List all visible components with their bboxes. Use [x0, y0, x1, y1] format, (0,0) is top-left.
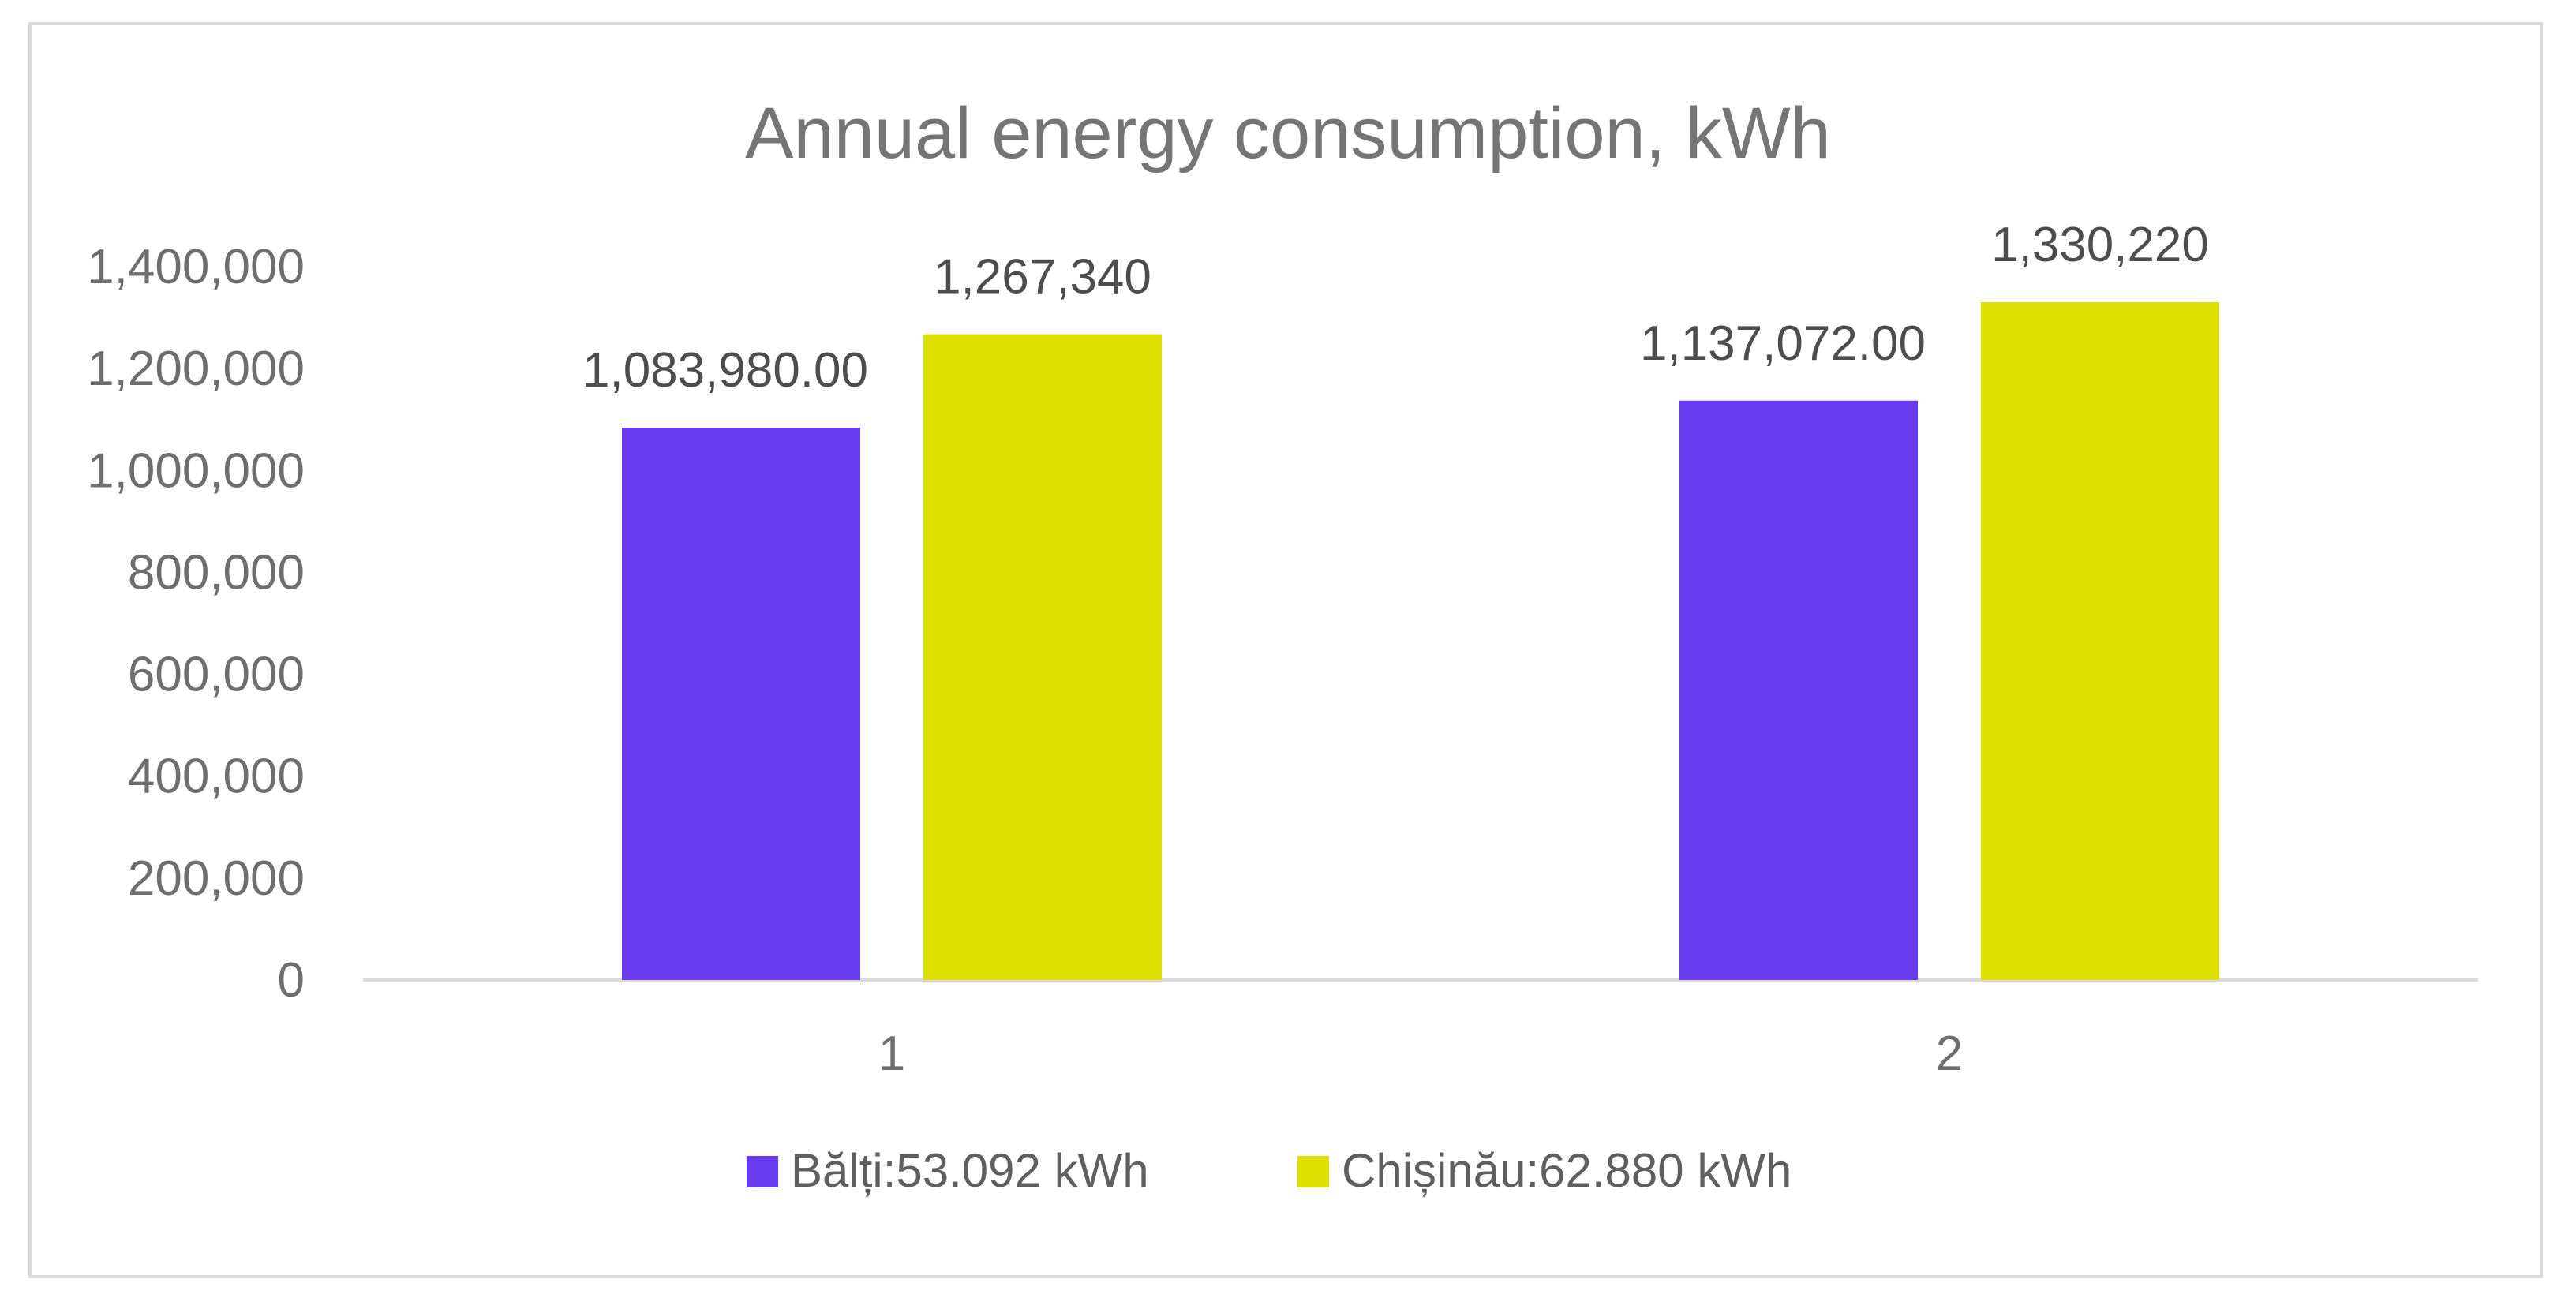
data-label: 1,267,340 — [934, 250, 1151, 305]
y-tick-label: 1,000,000 — [87, 443, 305, 498]
data-label: 1,330,220 — [1991, 218, 2209, 272]
x-tick-label: 2 — [1936, 1027, 1963, 1081]
data-labels: 1,083,980.00 1,267,340 1,137,072.00 1,330,2… — [582, 218, 2209, 398]
chart-title: Annual energy consumption, kWh — [745, 93, 1831, 174]
legend-swatch — [747, 1156, 778, 1187]
y-tick-label: 800,000 — [128, 545, 305, 600]
bar — [622, 428, 860, 980]
data-label: 1,137,072.00 — [1640, 316, 1926, 371]
legend-swatch — [1297, 1156, 1329, 1187]
y-tick-label: 1,200,000 — [87, 342, 305, 396]
y-tick-label: 0 — [278, 953, 305, 1008]
legend-label: Chișinău:62.880 kWh — [1342, 1144, 1792, 1197]
y-axis-ticks: 0 200,000 400,000 600,000 800,000 1,000,000 1,… — [87, 240, 305, 1008]
y-tick-label: 200,000 — [128, 851, 305, 906]
bar — [1981, 302, 2219, 980]
bar — [923, 334, 1162, 980]
legend: Bălți:53.092 kWh Chișinău:62.880 kWh — [747, 1144, 1792, 1197]
bar — [1679, 400, 1918, 980]
y-tick-label: 600,000 — [128, 648, 305, 702]
data-label: 1,083,980.00 — [582, 343, 868, 398]
bars — [622, 302, 2219, 980]
y-tick-label: 400,000 — [128, 750, 305, 804]
y-tick-label: 1,400,000 — [87, 240, 305, 294]
legend-label: Bălți:53.092 kWh — [791, 1144, 1149, 1197]
x-tick-label: 1 — [878, 1027, 905, 1081]
